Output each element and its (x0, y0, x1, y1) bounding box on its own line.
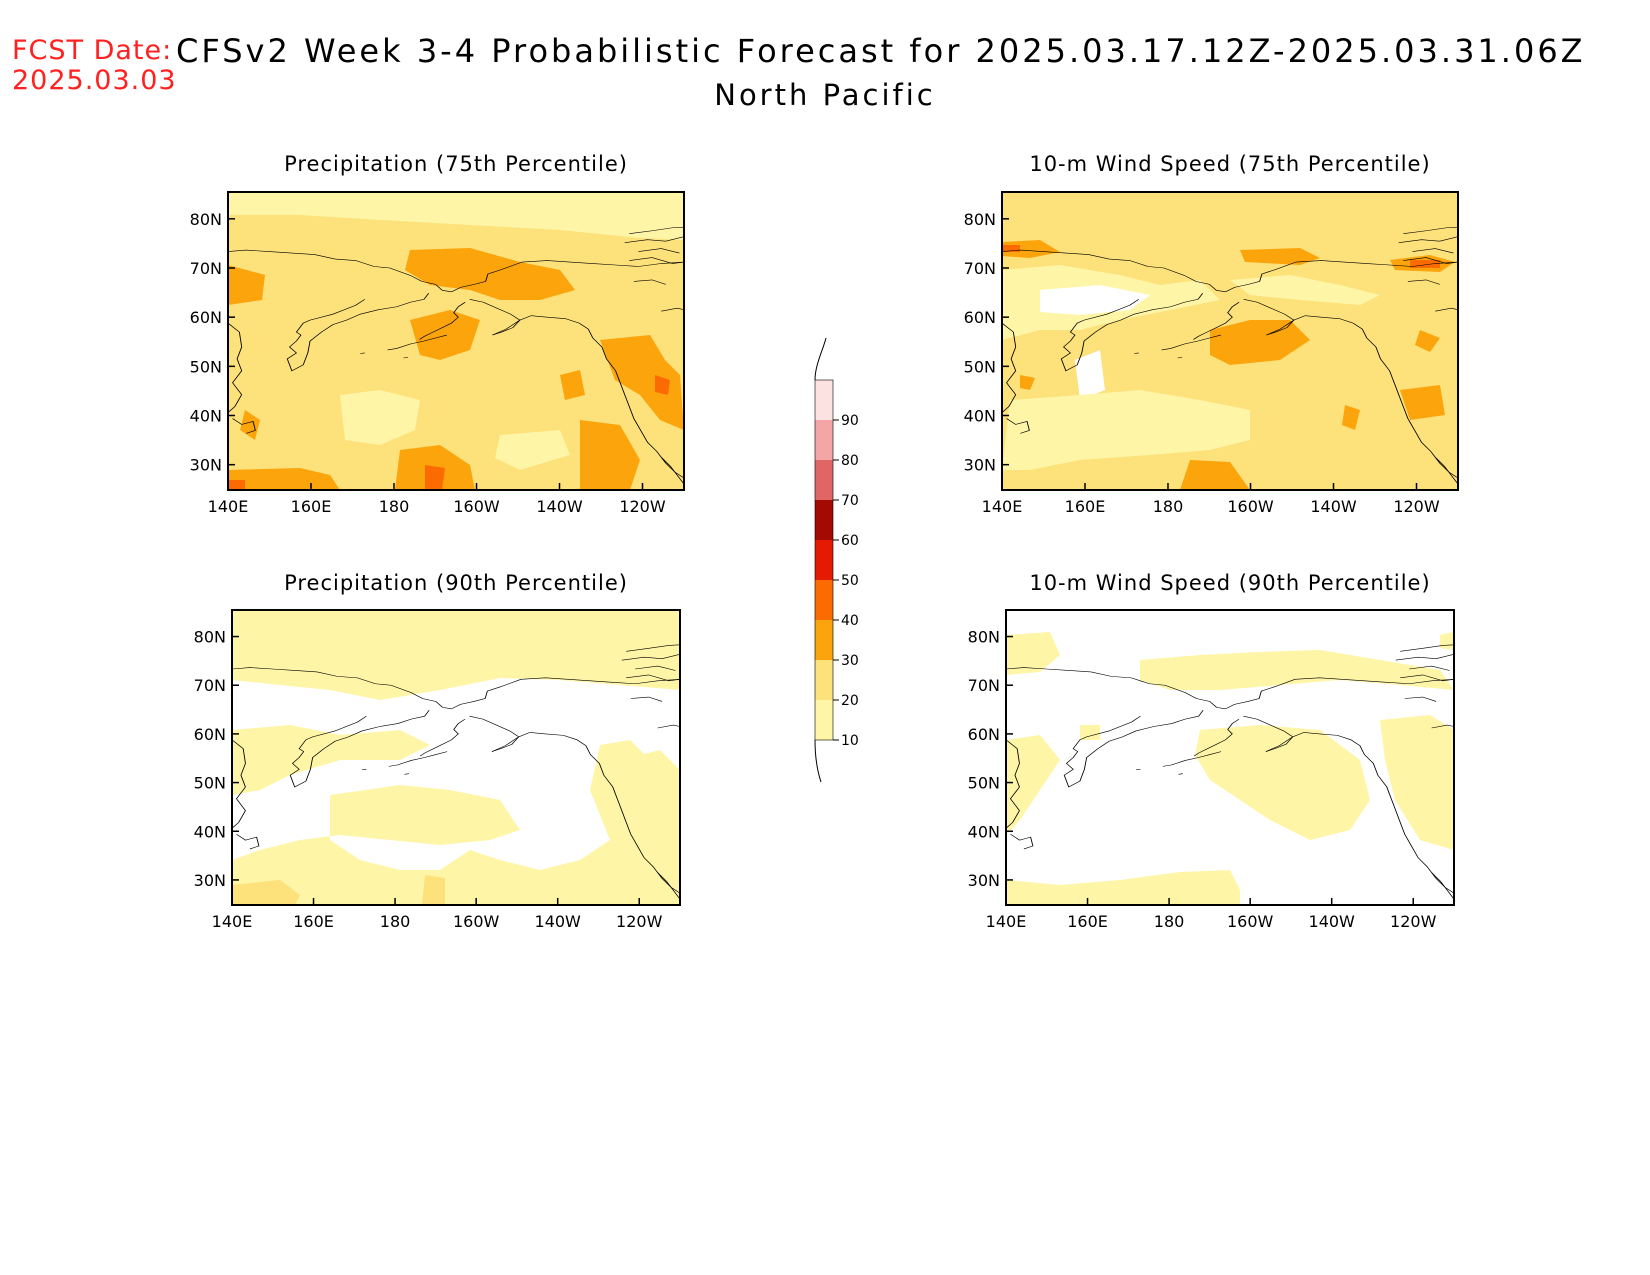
lon-tick-label: 180 (379, 497, 410, 516)
lon-tick-label: 120W (616, 912, 663, 931)
lon-tick-label: 140E (212, 912, 253, 931)
axis-labels: 80N 70N 60N 50N 40N 30N 140E 160E 180 160W 140W 120… (190, 210, 1440, 931)
lat-tick-label: 40N (964, 407, 996, 426)
lon-tick-label: 160W (1227, 497, 1274, 516)
lon-tick-label: 160W (453, 912, 500, 931)
colorbar-segment (815, 460, 833, 500)
colorbar-segment (815, 420, 833, 460)
lon-tick-label: 160E (291, 497, 332, 516)
colorbar-segment (815, 540, 833, 580)
lat-tick-label: 50N (964, 357, 996, 376)
lat-tick-label: 80N (964, 210, 996, 229)
figure-title: CFSv2 Week 3-4 Probabilistic Forecast fo… (176, 32, 1586, 70)
fcst-label: FCST Date: (12, 35, 173, 66)
colorbar-tick-label: 60 (841, 533, 859, 549)
colorbar-top-extension (814, 337, 827, 381)
colorbar-segment (815, 660, 833, 700)
lat-tick-label: 50N (190, 357, 222, 376)
lon-tick-label: 180 (1154, 912, 1185, 931)
map-frame (227, 191, 685, 491)
colorbar-segment (815, 580, 833, 620)
colorbar: 10 20 30 40 50 60 70 80 90 (814, 337, 859, 783)
lat-tick-label: 60N (968, 725, 1000, 744)
colorbar-segment (815, 700, 833, 740)
panel-title-wind-90: 10-m Wind Speed (90th Percentile) (1029, 571, 1431, 595)
lat-tick-label: 80N (194, 628, 226, 647)
map-panel-precip-75 (227, 191, 685, 491)
lon-tick-label: 140E (208, 497, 249, 516)
colorbar-tick-label: 40 (841, 613, 859, 629)
colorbar-tick-label: 20 (841, 693, 859, 709)
lat-tick-label: 70N (190, 259, 222, 278)
colorbar-segment (815, 620, 833, 660)
lon-tick-label: 140W (1310, 497, 1357, 516)
lon-tick-label: 140E (986, 912, 1027, 931)
fcst-date: 2025.03.03 (12, 65, 177, 96)
lon-tick-label: 120W (619, 497, 666, 516)
map-panel-wind-75 (1001, 191, 1459, 491)
lon-tick-label: 140E (982, 497, 1023, 516)
lon-tick-label: 140W (535, 912, 582, 931)
lat-tick-label: 70N (968, 676, 1000, 695)
lat-tick-label: 50N (194, 774, 226, 793)
lat-tick-label: 60N (190, 308, 222, 327)
lon-tick-label: 120W (1390, 912, 1437, 931)
lat-tick-label: 70N (194, 676, 226, 695)
forecast-date-label: FCST Date: 2025.03.03 (12, 36, 177, 96)
panel-title-wind-75: 10-m Wind Speed (75th Percentile) (1029, 152, 1431, 176)
colorbar-segment (815, 380, 833, 420)
lat-tick-label: 50N (968, 774, 1000, 793)
lat-tick-label: 30N (190, 456, 222, 475)
lat-tick-label: 40N (194, 822, 226, 841)
lon-tick-label: 160E (293, 912, 334, 931)
panel-title-precip-75: Precipitation (75th Percentile) (284, 152, 628, 176)
colorbar-tick-label: 70 (841, 493, 859, 509)
lon-tick-label: 140W (536, 497, 583, 516)
lat-tick-label: 80N (968, 628, 1000, 647)
lon-tick-label: 140W (1309, 912, 1356, 931)
colorbar-segment (815, 500, 833, 540)
colorbar-tick-label: 50 (841, 573, 859, 589)
lat-tick-label: 60N (964, 308, 996, 327)
lat-tick-label: 30N (194, 871, 226, 890)
lon-tick-label: 160W (453, 497, 500, 516)
lon-tick-label: 160E (1067, 912, 1108, 931)
lat-tick-label: 30N (968, 871, 1000, 890)
lat-tick-label: 70N (964, 259, 996, 278)
region-name: North Pacific (714, 78, 936, 112)
lat-tick-label: 30N (964, 456, 996, 475)
lon-tick-label: 120W (1393, 497, 1440, 516)
panel-title-precip-90: Precipitation (90th Percentile) (284, 571, 628, 595)
lat-tick-label: 80N (190, 210, 222, 229)
colorbar-bottom-extension (814, 739, 822, 783)
colorbar-tick-label: 90 (841, 413, 859, 429)
lon-tick-label: 180 (380, 912, 411, 931)
colorbar-tick-label: 80 (841, 453, 859, 469)
lat-tick-label: 40N (190, 407, 222, 426)
map-panel-precip-90 (231, 609, 681, 906)
map-panel-wind-90 (1005, 609, 1455, 906)
region-title: North Pacific (0, 78, 1650, 112)
lat-tick-label: 40N (968, 822, 1000, 841)
lon-tick-label: 160E (1065, 497, 1106, 516)
lon-tick-label: 160W (1227, 912, 1274, 931)
colorbar-tick-label: 10 (841, 733, 859, 749)
colorbar-tick-label: 30 (841, 653, 859, 669)
colorbar-frame (814, 379, 834, 741)
lon-tick-label: 180 (1153, 497, 1184, 516)
lat-tick-label: 60N (194, 725, 226, 744)
